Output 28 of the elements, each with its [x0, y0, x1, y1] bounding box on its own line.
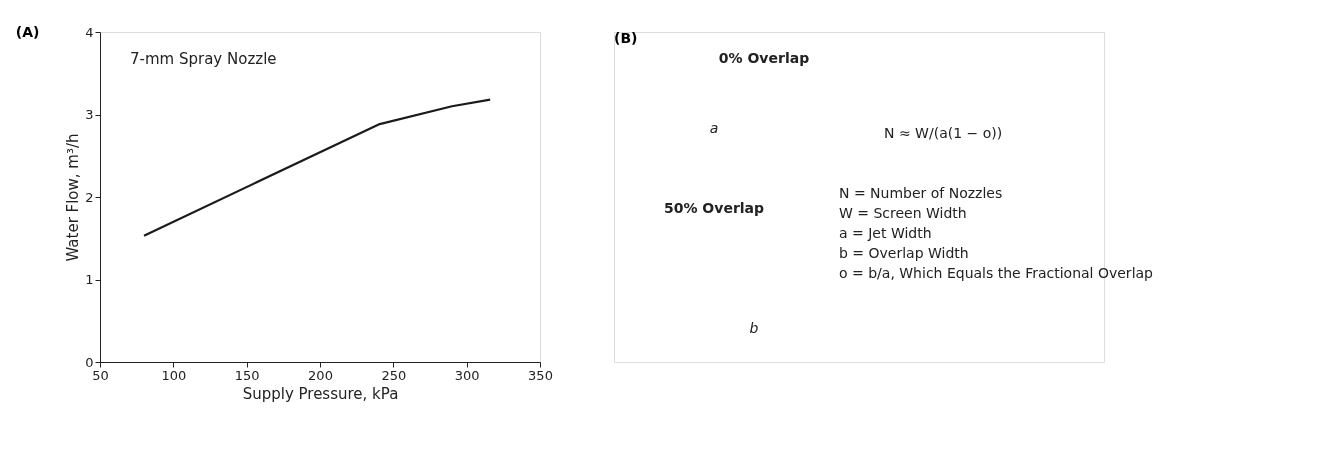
y-tick-label: 2 — [85, 189, 94, 205]
x-axis-title: Supply Pressure, kPa — [242, 384, 399, 403]
y-tick-label: 3 — [85, 107, 94, 122]
line-series — [142, 98, 492, 237]
chart-title: (A) — [15, 24, 40, 40]
text: b — [749, 320, 759, 336]
y-tick-label: 0 — [85, 354, 94, 370]
x-tick-label: 350 — [528, 367, 553, 383]
x-tick-label: 200 — [308, 367, 333, 383]
text: b = Overlap Width — [839, 245, 969, 261]
annotation: 7-mm Spray Nozzle — [130, 50, 277, 68]
text: (B) — [614, 30, 638, 46]
text: W = Screen Width — [839, 205, 967, 221]
y-tick-label: 4 — [85, 24, 94, 40]
x-tick-label: 50 — [92, 367, 109, 383]
text: o = b/a, Which Equals the Fractional Overlap — [839, 265, 1154, 281]
x-tick-label: 300 — [454, 367, 480, 383]
x-tick-label: 250 — [381, 367, 407, 383]
text: a — [709, 120, 719, 136]
text: 0% Overlap — [718, 50, 810, 66]
text: N = Number of Nozzles — [839, 185, 1003, 201]
x-tick-label: 100 — [161, 367, 187, 383]
text: 50% Overlap — [663, 200, 765, 216]
text: N ≈ W/(a(1 − o)) — [884, 125, 1003, 141]
y-tick-label: 1 — [85, 272, 94, 287]
text: a = Jet Width — [839, 225, 932, 241]
x-tick-label: 150 — [234, 367, 260, 383]
y-axis-title: Water Flow, m³/h — [64, 133, 83, 262]
